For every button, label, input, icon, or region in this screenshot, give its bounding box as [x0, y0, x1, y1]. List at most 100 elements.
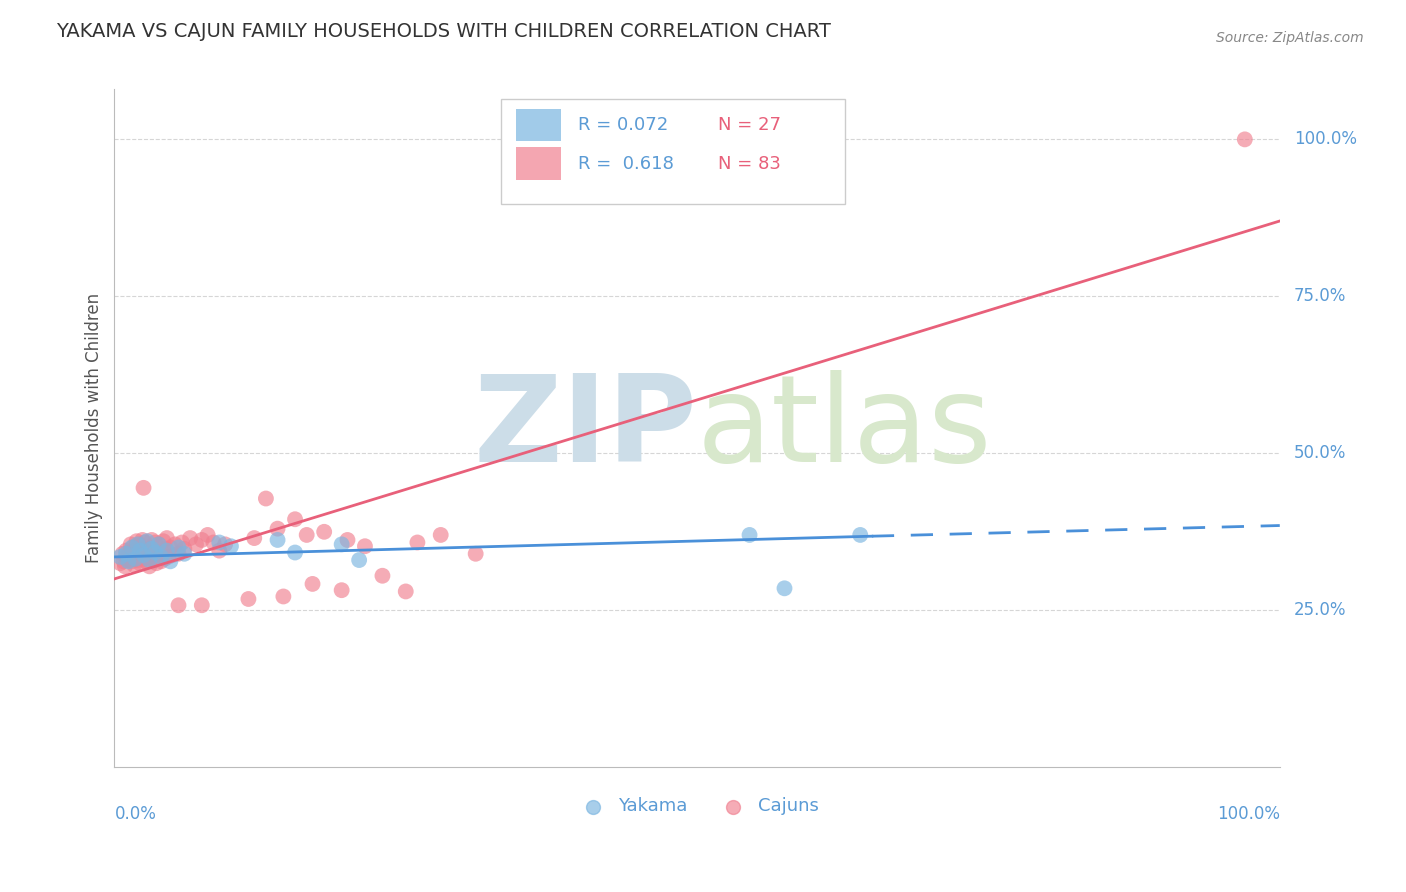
Point [155, 541, 177, 556]
Point [238, 592, 260, 607]
Point [159, 541, 181, 555]
Point [143, 545, 166, 559]
Point [124, 543, 146, 558]
Point [163, 537, 186, 551]
Text: 100.0%: 100.0% [1216, 805, 1279, 822]
Text: N = 83: N = 83 [718, 154, 780, 173]
Point [179, 531, 201, 545]
Point [214, 537, 236, 551]
Point [143, 535, 166, 549]
Point [129, 543, 152, 558]
Point [191, 533, 214, 547]
Point [138, 559, 160, 574]
Text: N = 27: N = 27 [718, 116, 782, 134]
Text: 25.0%: 25.0% [1294, 601, 1347, 619]
Bar [516, 109, 561, 141]
Point [254, 491, 277, 506]
Point [202, 535, 225, 549]
Point [219, 539, 242, 553]
Point [146, 547, 169, 561]
Point [347, 553, 370, 567]
Point [136, 534, 159, 549]
Point [162, 548, 184, 562]
Point [371, 568, 394, 582]
Point [150, 554, 173, 568]
Point [266, 533, 288, 547]
Point [110, 549, 132, 564]
Point [145, 556, 167, 570]
Text: Source: ZipAtlas.com: Source: ZipAtlas.com [1216, 31, 1364, 45]
Point [142, 553, 165, 567]
Point [150, 549, 173, 564]
Text: 50.0%: 50.0% [1294, 444, 1346, 462]
Point [243, 531, 266, 545]
Bar [516, 147, 561, 180]
Text: ZIP: ZIP [474, 369, 697, 487]
Point [156, 531, 179, 545]
Point [124, 551, 146, 566]
Text: 0.0%: 0.0% [114, 805, 156, 822]
Point [849, 528, 872, 542]
Point [129, 556, 152, 570]
Point [395, 584, 418, 599]
Point [314, 524, 336, 539]
Point [1233, 132, 1256, 146]
Point [135, 554, 157, 568]
Point [354, 539, 377, 553]
Legend: Yakama, Cajuns: Yakama, Cajuns [568, 790, 827, 822]
Point [336, 533, 359, 547]
Point [184, 537, 207, 551]
Point [129, 548, 152, 562]
Point [120, 537, 142, 551]
Point [197, 528, 219, 542]
Point [136, 545, 159, 559]
Point [167, 547, 190, 561]
Text: atlas: atlas [697, 369, 993, 487]
Point [170, 535, 193, 549]
Point [121, 554, 143, 568]
Point [429, 528, 451, 542]
Point [134, 535, 156, 549]
Point [191, 599, 214, 613]
Point [406, 535, 429, 549]
Point [150, 545, 173, 559]
Point [208, 535, 231, 549]
Point [115, 549, 138, 564]
Point [117, 553, 139, 567]
Point [117, 554, 139, 568]
Point [157, 549, 180, 564]
Point [173, 541, 195, 556]
Point [301, 577, 323, 591]
Point [464, 547, 486, 561]
FancyBboxPatch shape [502, 99, 845, 204]
Point [284, 545, 307, 559]
Point [128, 537, 150, 551]
Point [129, 541, 152, 556]
Point [143, 543, 166, 558]
Point [138, 553, 160, 567]
Point [273, 590, 295, 604]
Point [118, 545, 141, 559]
Point [132, 548, 155, 562]
Point [295, 528, 318, 542]
Point [110, 556, 132, 570]
Point [148, 537, 170, 551]
Point [132, 551, 155, 566]
Point [153, 551, 176, 566]
Point [121, 548, 143, 562]
Point [330, 583, 353, 598]
Point [156, 543, 179, 558]
Point [167, 599, 190, 613]
Point [159, 554, 181, 568]
Point [738, 528, 761, 542]
Point [138, 549, 160, 564]
Point [132, 481, 155, 495]
Point [208, 543, 231, 558]
Point [173, 547, 195, 561]
Point [111, 547, 134, 561]
Point [284, 512, 307, 526]
Text: YAKAMA VS CAJUN FAMILY HOUSEHOLDS WITH CHILDREN CORRELATION CHART: YAKAMA VS CAJUN FAMILY HOUSEHOLDS WITH C… [56, 22, 831, 41]
Point [115, 543, 138, 558]
Text: 75.0%: 75.0% [1294, 287, 1346, 305]
Point [131, 533, 153, 547]
